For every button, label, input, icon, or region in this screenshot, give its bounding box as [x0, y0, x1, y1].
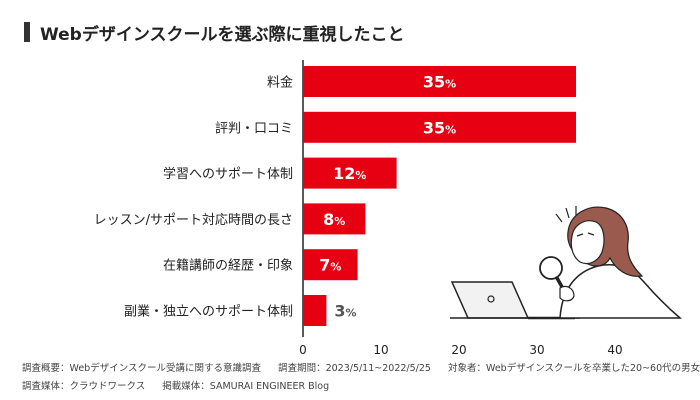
category-label: レッスン/サポート対応時間の長さ — [94, 213, 293, 228]
bar — [303, 157, 397, 189]
value-label: 12% — [333, 164, 366, 183]
x-tick-label: 20 — [451, 343, 466, 357]
category-label: 副業・独立へのサポート体制 — [124, 304, 293, 320]
bar — [303, 295, 327, 326]
value-label: 7% — [319, 256, 341, 275]
survey-period: 調査期間：2023/5/11~2022/5/25 — [278, 363, 431, 374]
chart-title: Webデザインスクールを選ぶ際に重視したこと — [40, 25, 405, 45]
published-medium: 掲載媒体：SAMURAI ENGINEER Blog — [162, 381, 330, 392]
bar — [303, 249, 358, 281]
category-label: 評判・口コミ — [215, 121, 293, 136]
value-label: 35% — [423, 118, 456, 137]
title-accent-bar — [24, 22, 30, 42]
x-tick-label: 40 — [607, 343, 622, 357]
footer-line-2: 調査媒体：クラウドワークス 掲載媒体：SAMURAI ENGINEER Blog — [22, 378, 343, 392]
value-label: 3% — [334, 302, 356, 321]
bar — [303, 203, 366, 235]
footer-line-1: 調査概要：Webデザインスクール受講に関する意識調査 調査期間：2023/5/1… — [22, 360, 700, 374]
survey-respondents: 対象者：Webデザインスクールを卒業した20~60代の男女100名 — [447, 363, 700, 374]
survey-summary: 調査概要：Webデザインスクール受講に関する意識調査 — [22, 363, 262, 374]
category-label: 料金 — [267, 75, 293, 91]
survey-medium: 調査媒体：クラウドワークス — [22, 381, 146, 392]
value-label: 35% — [423, 73, 456, 92]
category-label: 在籍講師の経歴・印象 — [163, 258, 293, 274]
bar — [303, 66, 576, 97]
bar — [303, 111, 576, 143]
x-tick-label: 0 — [299, 343, 307, 357]
x-tick-label: 10 — [373, 343, 388, 357]
x-tick-label: 30 — [529, 343, 544, 357]
value-label: 8% — [323, 210, 345, 229]
category-label: 学習へのサポート体制 — [163, 166, 293, 182]
person-with-magnifier-and-laptop-icon — [450, 206, 683, 320]
